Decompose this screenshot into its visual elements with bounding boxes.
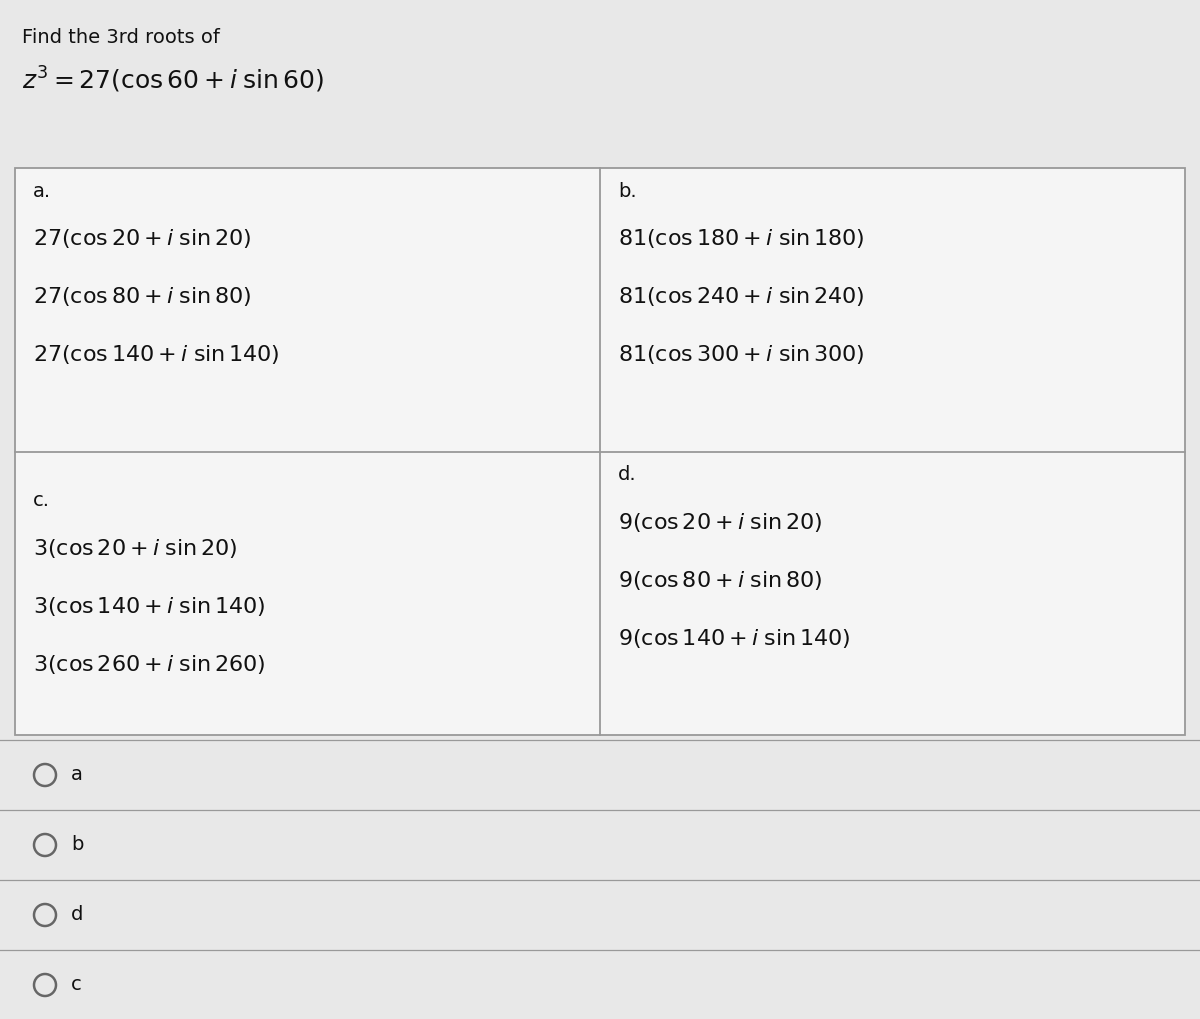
- Text: $3 (\mathrm{cos}\,20 + i\;\mathrm{sin}\,20)$: $3 (\mathrm{cos}\,20 + i\;\mathrm{sin}\,…: [34, 536, 238, 559]
- Text: $27 (\mathrm{cos}\,80 + i\;\mathrm{sin}\,80)$: $27 (\mathrm{cos}\,80 + i\;\mathrm{sin}\…: [34, 285, 252, 308]
- Text: $3 (\mathrm{cos}\,260 + i\;\mathrm{sin}\,260)$: $3 (\mathrm{cos}\,260 + i\;\mathrm{sin}\…: [34, 652, 265, 676]
- Text: $z^3 = 27 (\mathrm{cos}\,60 + i\;\mathrm{sin}\,60)$: $z^3 = 27 (\mathrm{cos}\,60 + i\;\mathrm…: [22, 65, 324, 95]
- Text: $27 (\mathrm{cos}\,20 + i\;\mathrm{sin}\,20)$: $27 (\mathrm{cos}\,20 + i\;\mathrm{sin}\…: [34, 227, 252, 250]
- Text: $3 (\mathrm{cos}\,140 + i\;\mathrm{sin}\,140)$: $3 (\mathrm{cos}\,140 + i\;\mathrm{sin}\…: [34, 594, 265, 618]
- Text: $9 (\mathrm{cos}\,80 + i\;\mathrm{sin}\,80)$: $9 (\mathrm{cos}\,80 + i\;\mathrm{sin}\,…: [618, 569, 822, 591]
- Text: b.: b.: [618, 182, 637, 201]
- Text: a.: a.: [34, 182, 52, 201]
- Text: $81 (\mathrm{cos}\,240 + i\;\mathrm{sin}\,240)$: $81 (\mathrm{cos}\,240 + i\;\mathrm{sin}…: [618, 285, 865, 308]
- Text: $9 (\mathrm{cos}\,20 + i\;\mathrm{sin}\,20)$: $9 (\mathrm{cos}\,20 + i\;\mathrm{sin}\,…: [618, 511, 822, 534]
- Text: a: a: [71, 765, 83, 785]
- Text: $81 (\mathrm{cos}\,180 + i\;\mathrm{sin}\,180)$: $81 (\mathrm{cos}\,180 + i\;\mathrm{sin}…: [618, 227, 865, 250]
- Text: d.: d.: [618, 466, 637, 484]
- Bar: [14, 168, 1186, 735]
- Text: d: d: [71, 906, 83, 924]
- Text: b: b: [71, 836, 83, 855]
- Text: $27 (\mathrm{cos}\,140 + i\;\mathrm{sin}\,140)$: $27 (\mathrm{cos}\,140 + i\;\mathrm{sin}…: [34, 343, 280, 366]
- Text: c: c: [71, 975, 82, 995]
- Text: Find the 3rd roots of: Find the 3rd roots of: [22, 28, 220, 47]
- Text: $81 (\mathrm{cos}\,300 + i\;\mathrm{sin}\,300)$: $81 (\mathrm{cos}\,300 + i\;\mathrm{sin}…: [618, 343, 865, 366]
- Text: c.: c.: [34, 491, 50, 511]
- Text: $9 (\mathrm{cos}\,140 + i\;\mathrm{sin}\,140)$: $9 (\mathrm{cos}\,140 + i\;\mathrm{sin}\…: [618, 627, 851, 649]
